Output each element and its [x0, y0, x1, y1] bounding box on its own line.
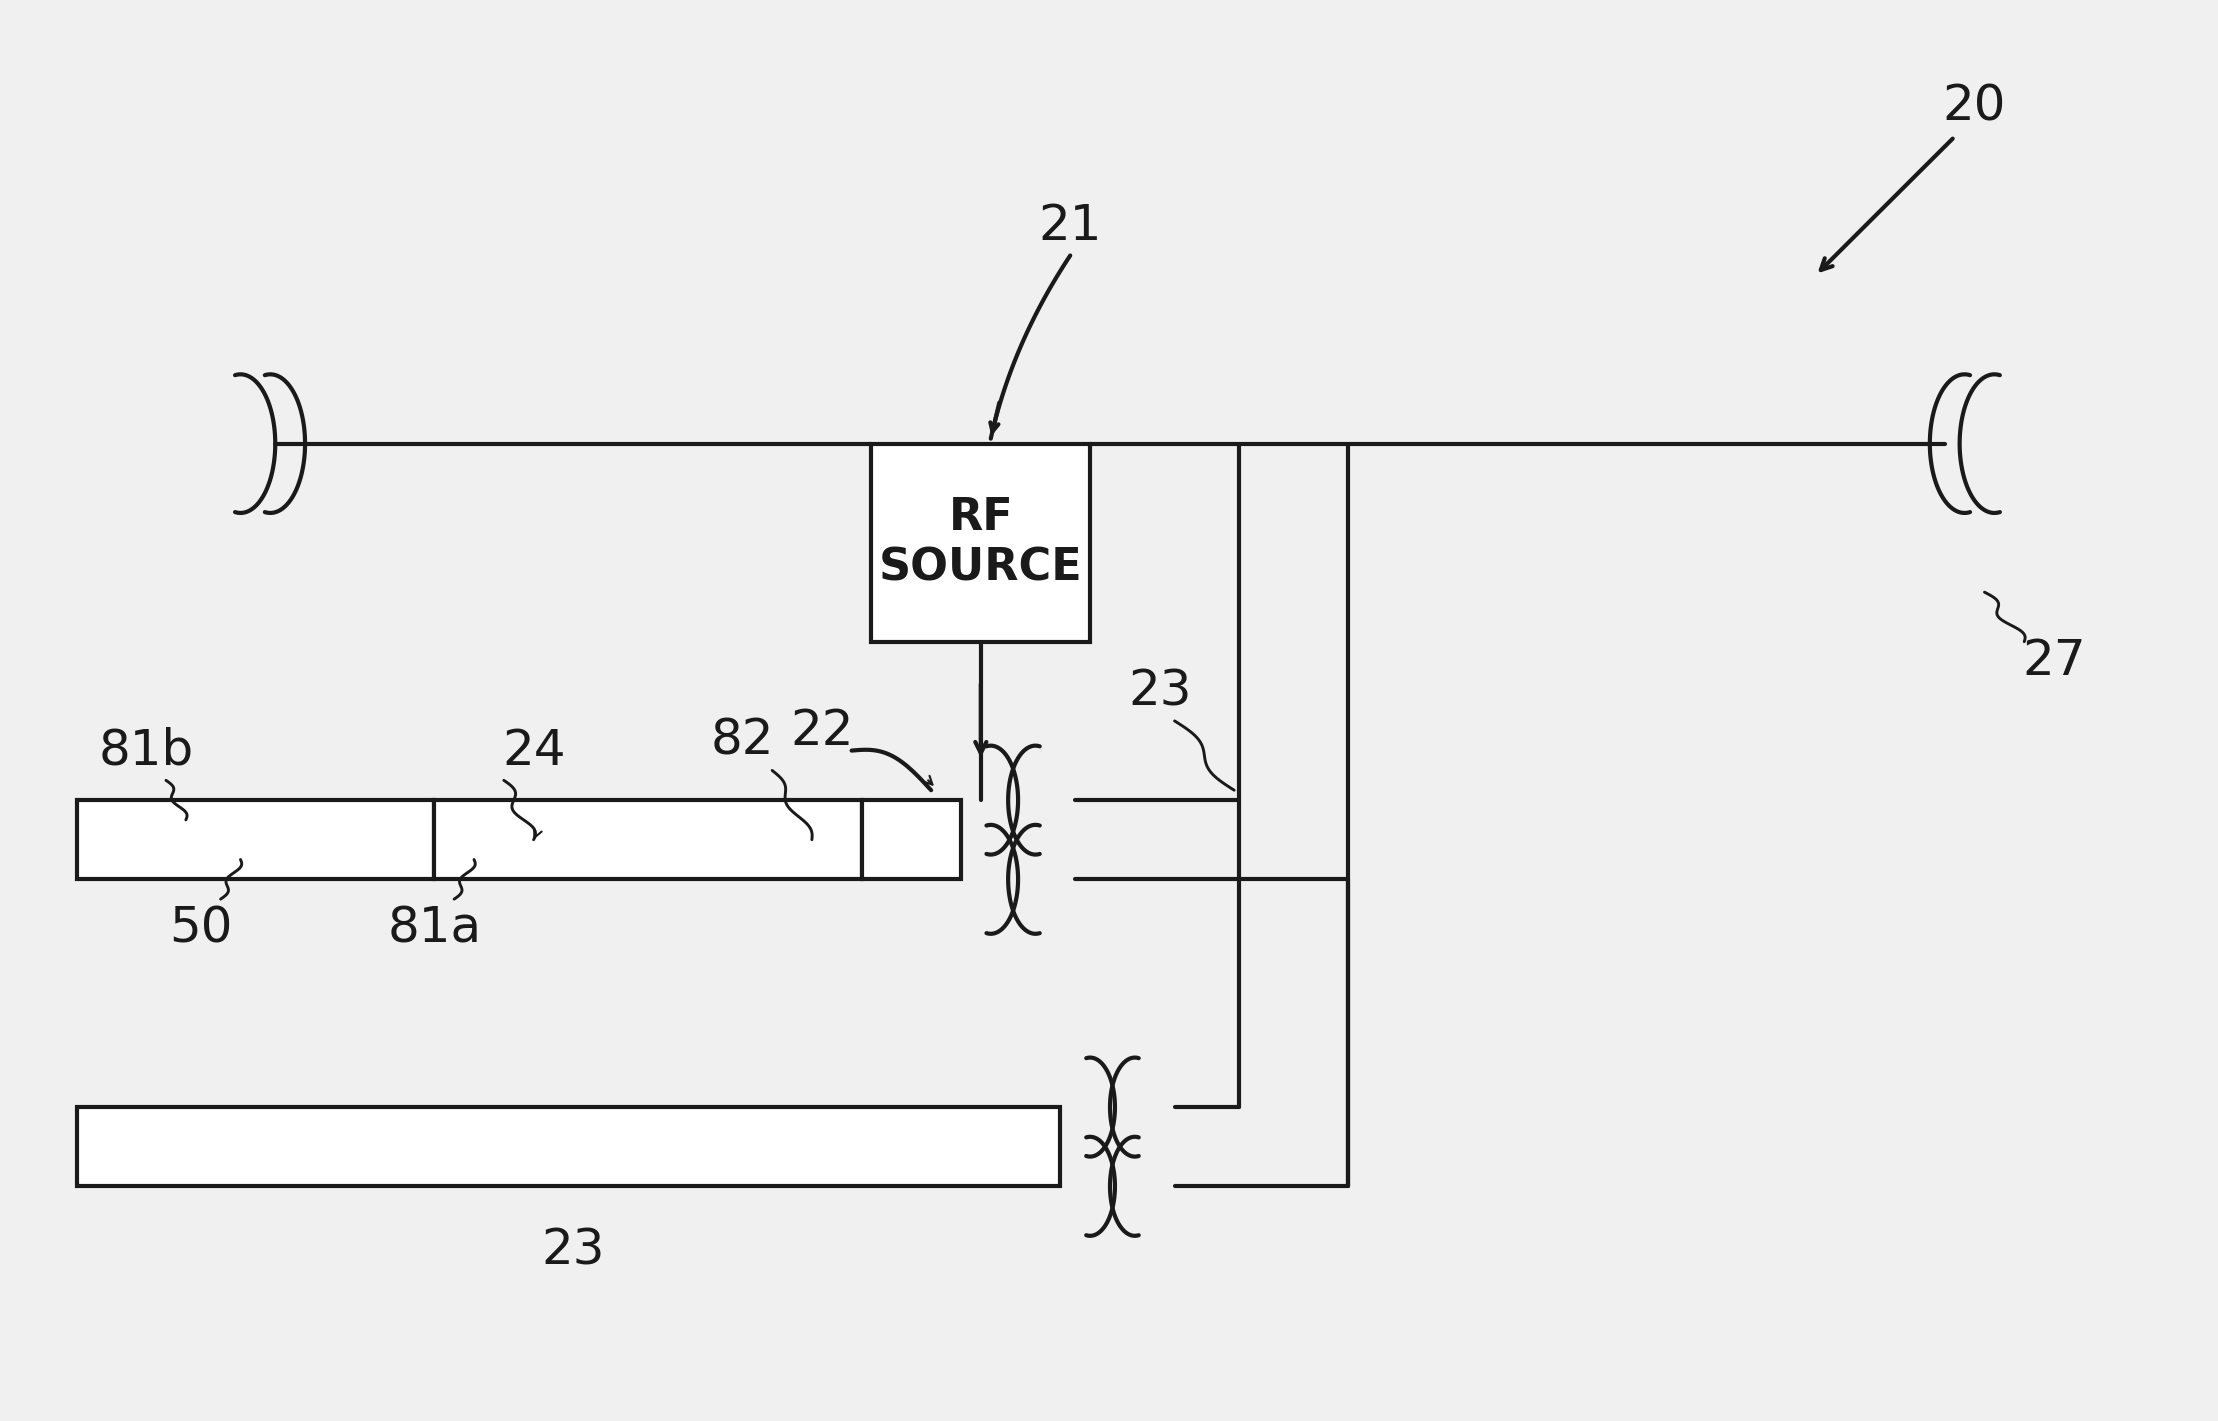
Bar	[861, 800, 960, 880]
Text: 21: 21	[1038, 202, 1102, 250]
Text: 23: 23	[1129, 668, 1191, 715]
Bar	[75, 800, 435, 880]
Bar	[435, 800, 861, 880]
Text: RF
SOURCE: RF SOURCE	[878, 496, 1082, 590]
Text: 20: 20	[1943, 82, 2007, 131]
Text: 24: 24	[501, 726, 566, 774]
Bar	[75, 1107, 1060, 1187]
Text: 81b: 81b	[98, 726, 193, 774]
Text: 82: 82	[710, 716, 774, 764]
Text: 23: 23	[541, 1226, 606, 1275]
Text: 81a: 81a	[388, 905, 481, 953]
Text: 50: 50	[169, 905, 233, 953]
Bar	[872, 443, 1089, 642]
Text: 27: 27	[2023, 638, 2085, 685]
Text: 22: 22	[790, 706, 854, 755]
